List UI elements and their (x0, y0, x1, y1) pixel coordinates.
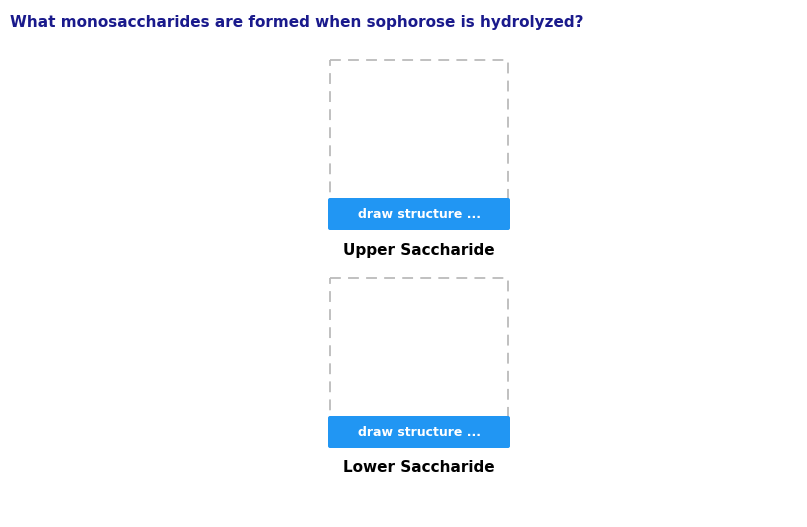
Text: Lower Saccharide: Lower Saccharide (343, 460, 495, 475)
Text: What monosaccharides are formed when sophorose is hydrolyzed?: What monosaccharides are formed when sop… (10, 15, 583, 30)
FancyBboxPatch shape (328, 198, 510, 230)
Bar (330, 60, 508, 228)
Bar (330, 278, 508, 446)
Text: draw structure ...: draw structure ... (358, 425, 480, 438)
Text: Upper Saccharide: Upper Saccharide (343, 243, 495, 258)
FancyBboxPatch shape (328, 416, 510, 448)
Text: draw structure ...: draw structure ... (358, 208, 480, 220)
